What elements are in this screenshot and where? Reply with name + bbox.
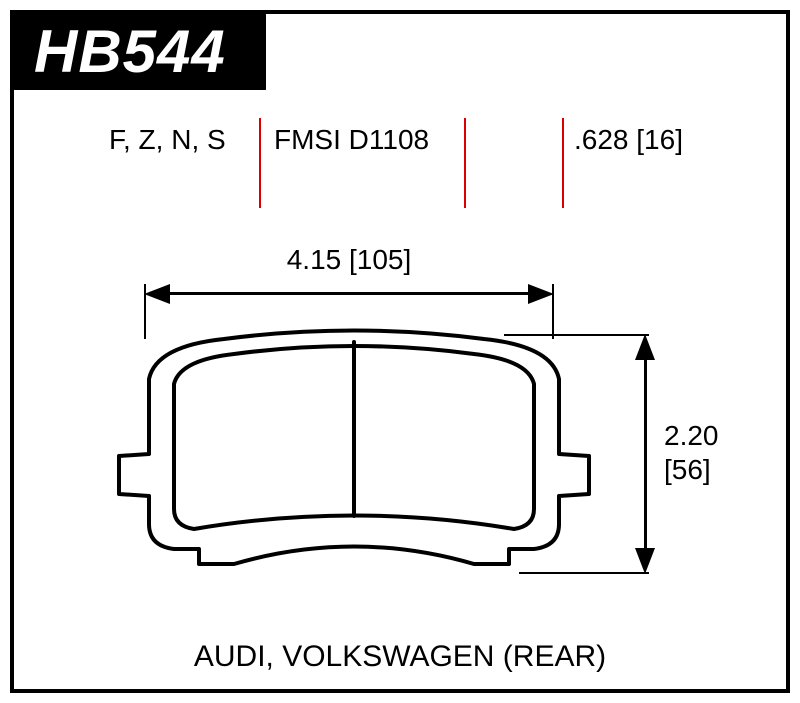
part-number-title: HB544: [14, 14, 266, 90]
width-dimension: 4.15 [105]: [144, 244, 554, 314]
separator-2: [464, 118, 466, 208]
height-dimension-label: 2.20 [56]: [664, 419, 719, 486]
separator-1: [259, 118, 261, 208]
height-value: 2.20: [664, 420, 719, 451]
part-number-text: HB544: [34, 18, 226, 85]
brake-pad-outline: [114, 324, 594, 584]
spec-fmsi: FMSI D1108: [274, 124, 429, 156]
separator-3: [562, 118, 564, 208]
width-dimension-label: 4.15 [105]: [144, 244, 554, 276]
application-label: AUDI, VOLKSWAGEN (REAR): [14, 640, 786, 674]
spec-row: F, Z, N, S FMSI D1108 .628 [16]: [14, 124, 786, 174]
diagram-frame: HB544 F, Z, N, S FMSI D1108 .628 [16] 4.…: [10, 10, 790, 693]
spec-compounds: F, Z, N, S: [109, 124, 226, 156]
height-value-mm: [56]: [664, 454, 711, 485]
spec-thickness: .628 [16]: [574, 124, 683, 156]
height-dimension: 2.20 [56]: [624, 334, 744, 584]
diagram-area: 4.15 [105]: [74, 244, 724, 614]
